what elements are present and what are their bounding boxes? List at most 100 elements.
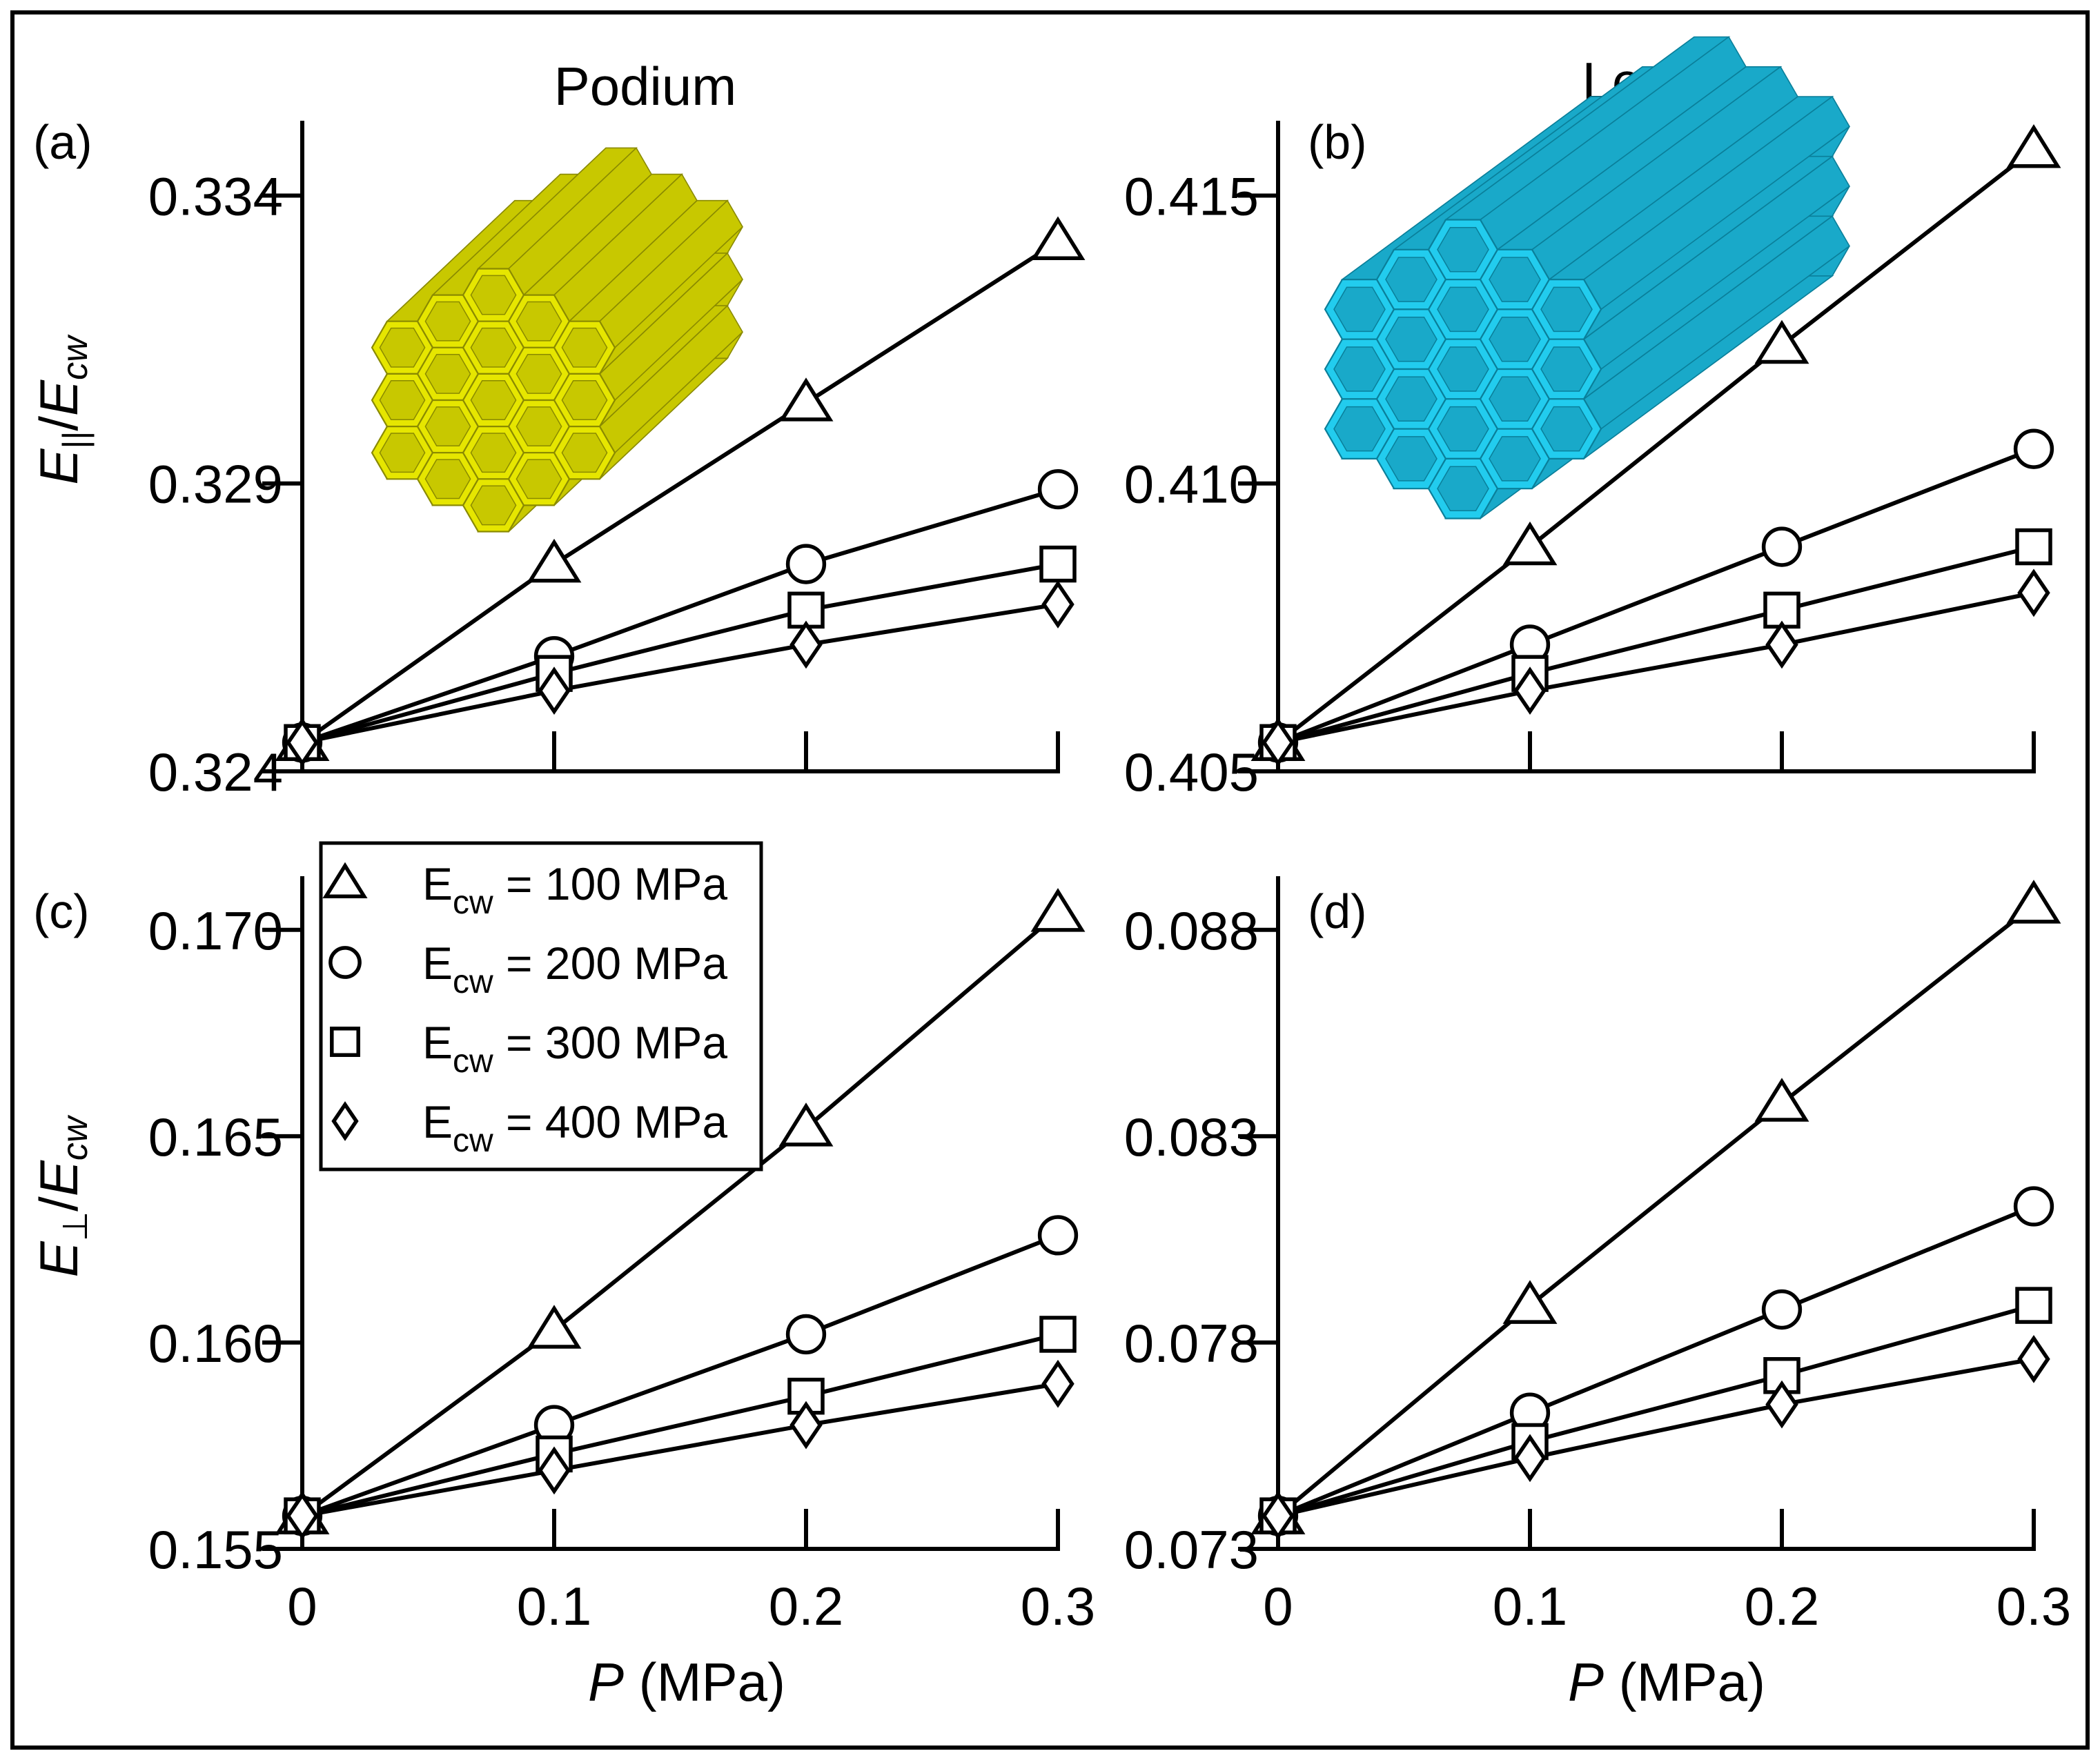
panel-b-triangle-point <box>2006 124 2061 168</box>
legend-box <box>319 841 763 1171</box>
panel-d-ytick-label: 0.073 <box>1124 1519 1259 1580</box>
cell-lumen <box>424 353 471 394</box>
panel-a-diamond-point <box>1041 580 1074 629</box>
x-axis-title-right: P (MPa) <box>1568 1652 1765 1712</box>
cell-lumen <box>1540 406 1593 452</box>
panel-d-triangle-point <box>2006 880 2061 924</box>
y-axis-title-top: E||/Ecw <box>28 334 95 485</box>
panel-c-ytick-label: 0.160 <box>148 1313 283 1374</box>
legend-circle-marker <box>328 946 362 979</box>
panel-c-ytick-label: 0.155 <box>148 1519 283 1580</box>
panel-c-diamond-point <box>538 1446 571 1495</box>
panel-a-triangle-point <box>1030 216 1086 260</box>
panel-b-diamond-point <box>1765 620 1798 669</box>
panel-d-diamond-point <box>1765 1380 1798 1429</box>
panel-a-ytick-label: 0.329 <box>148 454 283 515</box>
cell-lumen <box>1385 316 1437 362</box>
cell-lumen <box>1437 466 1489 511</box>
cell-lumen <box>379 380 426 420</box>
panel-d-xtick-label: 0 <box>1263 1576 1293 1637</box>
panel-a-triangle-point <box>527 538 582 583</box>
panel-d-xtick-label: 0.1 <box>1493 1576 1567 1637</box>
panel-a-square-point <box>1039 545 1077 583</box>
cell-lumen <box>1437 286 1489 333</box>
panel-c-diamond-point <box>286 1492 319 1541</box>
cell-lumen <box>470 327 517 368</box>
panel-c-diamond-line <box>302 1381 1059 1519</box>
cell-lumen <box>1437 346 1489 392</box>
panel-b-triangle-line <box>1277 148 2035 744</box>
cell-lumen <box>424 406 471 447</box>
cell-lumen <box>1437 406 1489 452</box>
panel-d: (d) 0.073 0.078 0.083 0.088 0 0.1 0.2 0.3 <box>1124 876 2071 1637</box>
cell-lumen <box>1333 346 1386 392</box>
panel-b-diamond-point <box>1262 718 1295 767</box>
cell-lumen <box>1385 376 1437 422</box>
panel-d-ytick-label: 0.078 <box>1124 1313 1259 1374</box>
panel-c-circle-line <box>301 1233 1059 1518</box>
panel-c-triangle-point <box>527 1305 582 1349</box>
cell-lumen <box>1437 227 1489 273</box>
panel-b-circle-point <box>2013 428 2054 469</box>
panel-a-diamond-point <box>538 666 571 715</box>
x-axis-title-left: P (MPa) <box>588 1652 785 1712</box>
panel-b-inset-lever <box>1324 36 1851 520</box>
panel-b-diamond-line <box>1277 591 2034 745</box>
svg-text:E||/Ecw: E||/Ecw <box>28 334 95 485</box>
panel-d-triangle-point <box>1754 1078 1809 1122</box>
cell-lumen <box>561 433 608 473</box>
panel-c-diamond-point <box>789 1401 823 1450</box>
cell-lumen <box>516 459 562 500</box>
panel-c-ytick-label: 0.165 <box>148 1107 283 1167</box>
panel-a: (a) 0.324 0.329 0.334 <box>33 115 1086 802</box>
legend-entry-square: Ecw = 300 MPa <box>422 1017 727 1080</box>
panel-c-xtick-label: 0.2 <box>769 1576 843 1637</box>
legend-triangle-marker <box>322 862 368 898</box>
panel-c-triangle-line <box>301 911 1059 1518</box>
panel-c-triangle-point <box>1030 888 1086 932</box>
panel-d-diamond-point <box>1262 1492 1295 1541</box>
cell-lumen <box>379 327 426 368</box>
legend-entry-triangle: Ecw = 100 MPa <box>422 858 727 921</box>
panel-c-circle-point <box>785 1314 827 1355</box>
cell-lumen <box>1540 286 1593 333</box>
legend-diamond-marker <box>331 1101 359 1141</box>
panel-b-triangle-point <box>1502 521 1558 566</box>
panel-c: (c) 0.155 0.160 0.165 0.170 0 0.1 0.2 0.3 <box>33 876 1095 1637</box>
panel-d-diamond-point <box>1513 1434 1547 1483</box>
cell-lumen <box>470 433 517 473</box>
cell-lumen <box>561 380 608 420</box>
panel-b-square-line <box>1277 544 2034 745</box>
cell-lumen <box>1489 316 1541 362</box>
panel-a-triangle-point <box>778 377 834 422</box>
panel-a-triangle-line <box>301 239 1059 744</box>
panel-c-xtick-label: 0.1 <box>517 1576 591 1637</box>
cell-lumen <box>1489 257 1541 302</box>
panel-d-circle-point <box>1761 1289 1803 1330</box>
panel-c-label: (c) <box>33 884 90 938</box>
panel-d-square-point <box>2015 1287 2052 1324</box>
panel-a-diamond-point <box>789 620 823 669</box>
panel-b-circle-point <box>1761 526 1803 567</box>
panel-b-ytick-label: 0.410 <box>1124 454 1259 515</box>
panel-b-triangle-point <box>1754 319 1809 364</box>
legend-entry-circle: Ecw = 200 MPa <box>422 938 727 1000</box>
cell-lumen <box>1540 346 1593 392</box>
cell-lumen <box>470 380 517 420</box>
cell-lumen <box>470 485 517 526</box>
cell-lumen <box>516 353 562 394</box>
panel-d-ytick-label: 0.088 <box>1124 900 1259 961</box>
legend-entry-diamond: Ecw = 400 MPa <box>422 1096 727 1159</box>
panel-d-xtick-label: 0.3 <box>1996 1576 2071 1637</box>
panel-a-circle-point <box>1037 468 1079 510</box>
cell-lumen <box>516 301 562 342</box>
panel-d-label: (d) <box>1308 884 1367 938</box>
panel-a-diamond-point <box>286 718 319 767</box>
panel-d-xtick-label: 0.2 <box>1745 1576 1819 1637</box>
cell-lumen <box>1489 436 1541 482</box>
cell-lumen <box>424 301 471 342</box>
panel-d-diamond-point <box>2017 1334 2050 1383</box>
cell-lumen <box>516 406 562 447</box>
panel-b-ytick-label: 0.415 <box>1124 166 1259 226</box>
